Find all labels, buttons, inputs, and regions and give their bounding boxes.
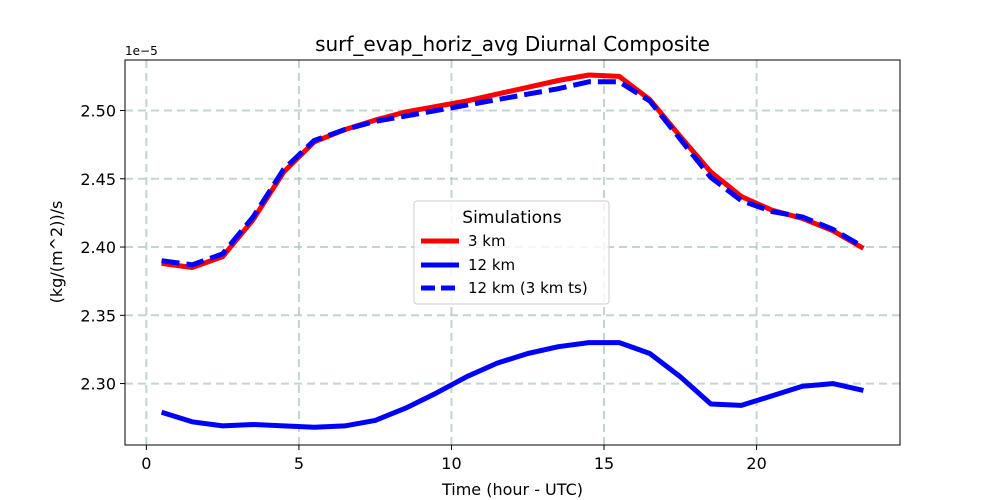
legend-title: Simulations	[462, 208, 562, 228]
y-tick-label: 2.45	[80, 170, 116, 189]
y-tick-label: 2.35	[80, 306, 116, 325]
x-tick-label: 15	[594, 454, 614, 473]
legend-label-3km: 3 km	[468, 232, 506, 250]
legend-label-12km: 12 km	[468, 256, 515, 274]
x-tick-label: 5	[294, 454, 304, 473]
x-axis-label: Time (hour - UTC)	[441, 480, 583, 499]
series-layer	[160, 72, 865, 430]
y-tick-label: 2.40	[80, 238, 116, 257]
legend-frame	[413, 200, 610, 305]
legend-label-12km-3km-ts: 12 km (3 km ts)	[468, 279, 588, 297]
x-tick-label: 10	[441, 454, 461, 473]
chart-title: surf_evap_horiz_avg Diurnal Composite	[315, 32, 710, 56]
series-line-12-km-3-km-ts	[161, 79, 865, 268]
plot-frame	[124, 59, 901, 446]
series-line-12-km	[160, 340, 864, 430]
y-tick-label: 2.30	[80, 375, 116, 394]
x-tick-label: 0	[141, 454, 151, 473]
y-axis-label: (kg/(m^2))/s	[47, 201, 66, 304]
y-tick-label: 2.50	[80, 102, 116, 121]
y-offset-label: 1e−5	[125, 44, 158, 58]
y-axis: 2.30 2.35 2.40 2.45 2.50	[80, 102, 125, 394]
x-axis: 0 5 10 15 20	[141, 445, 767, 473]
legend: Simulations 3 km 12 km 12 km (3 km ts)	[413, 200, 610, 305]
x-tick-label: 20	[746, 454, 766, 473]
